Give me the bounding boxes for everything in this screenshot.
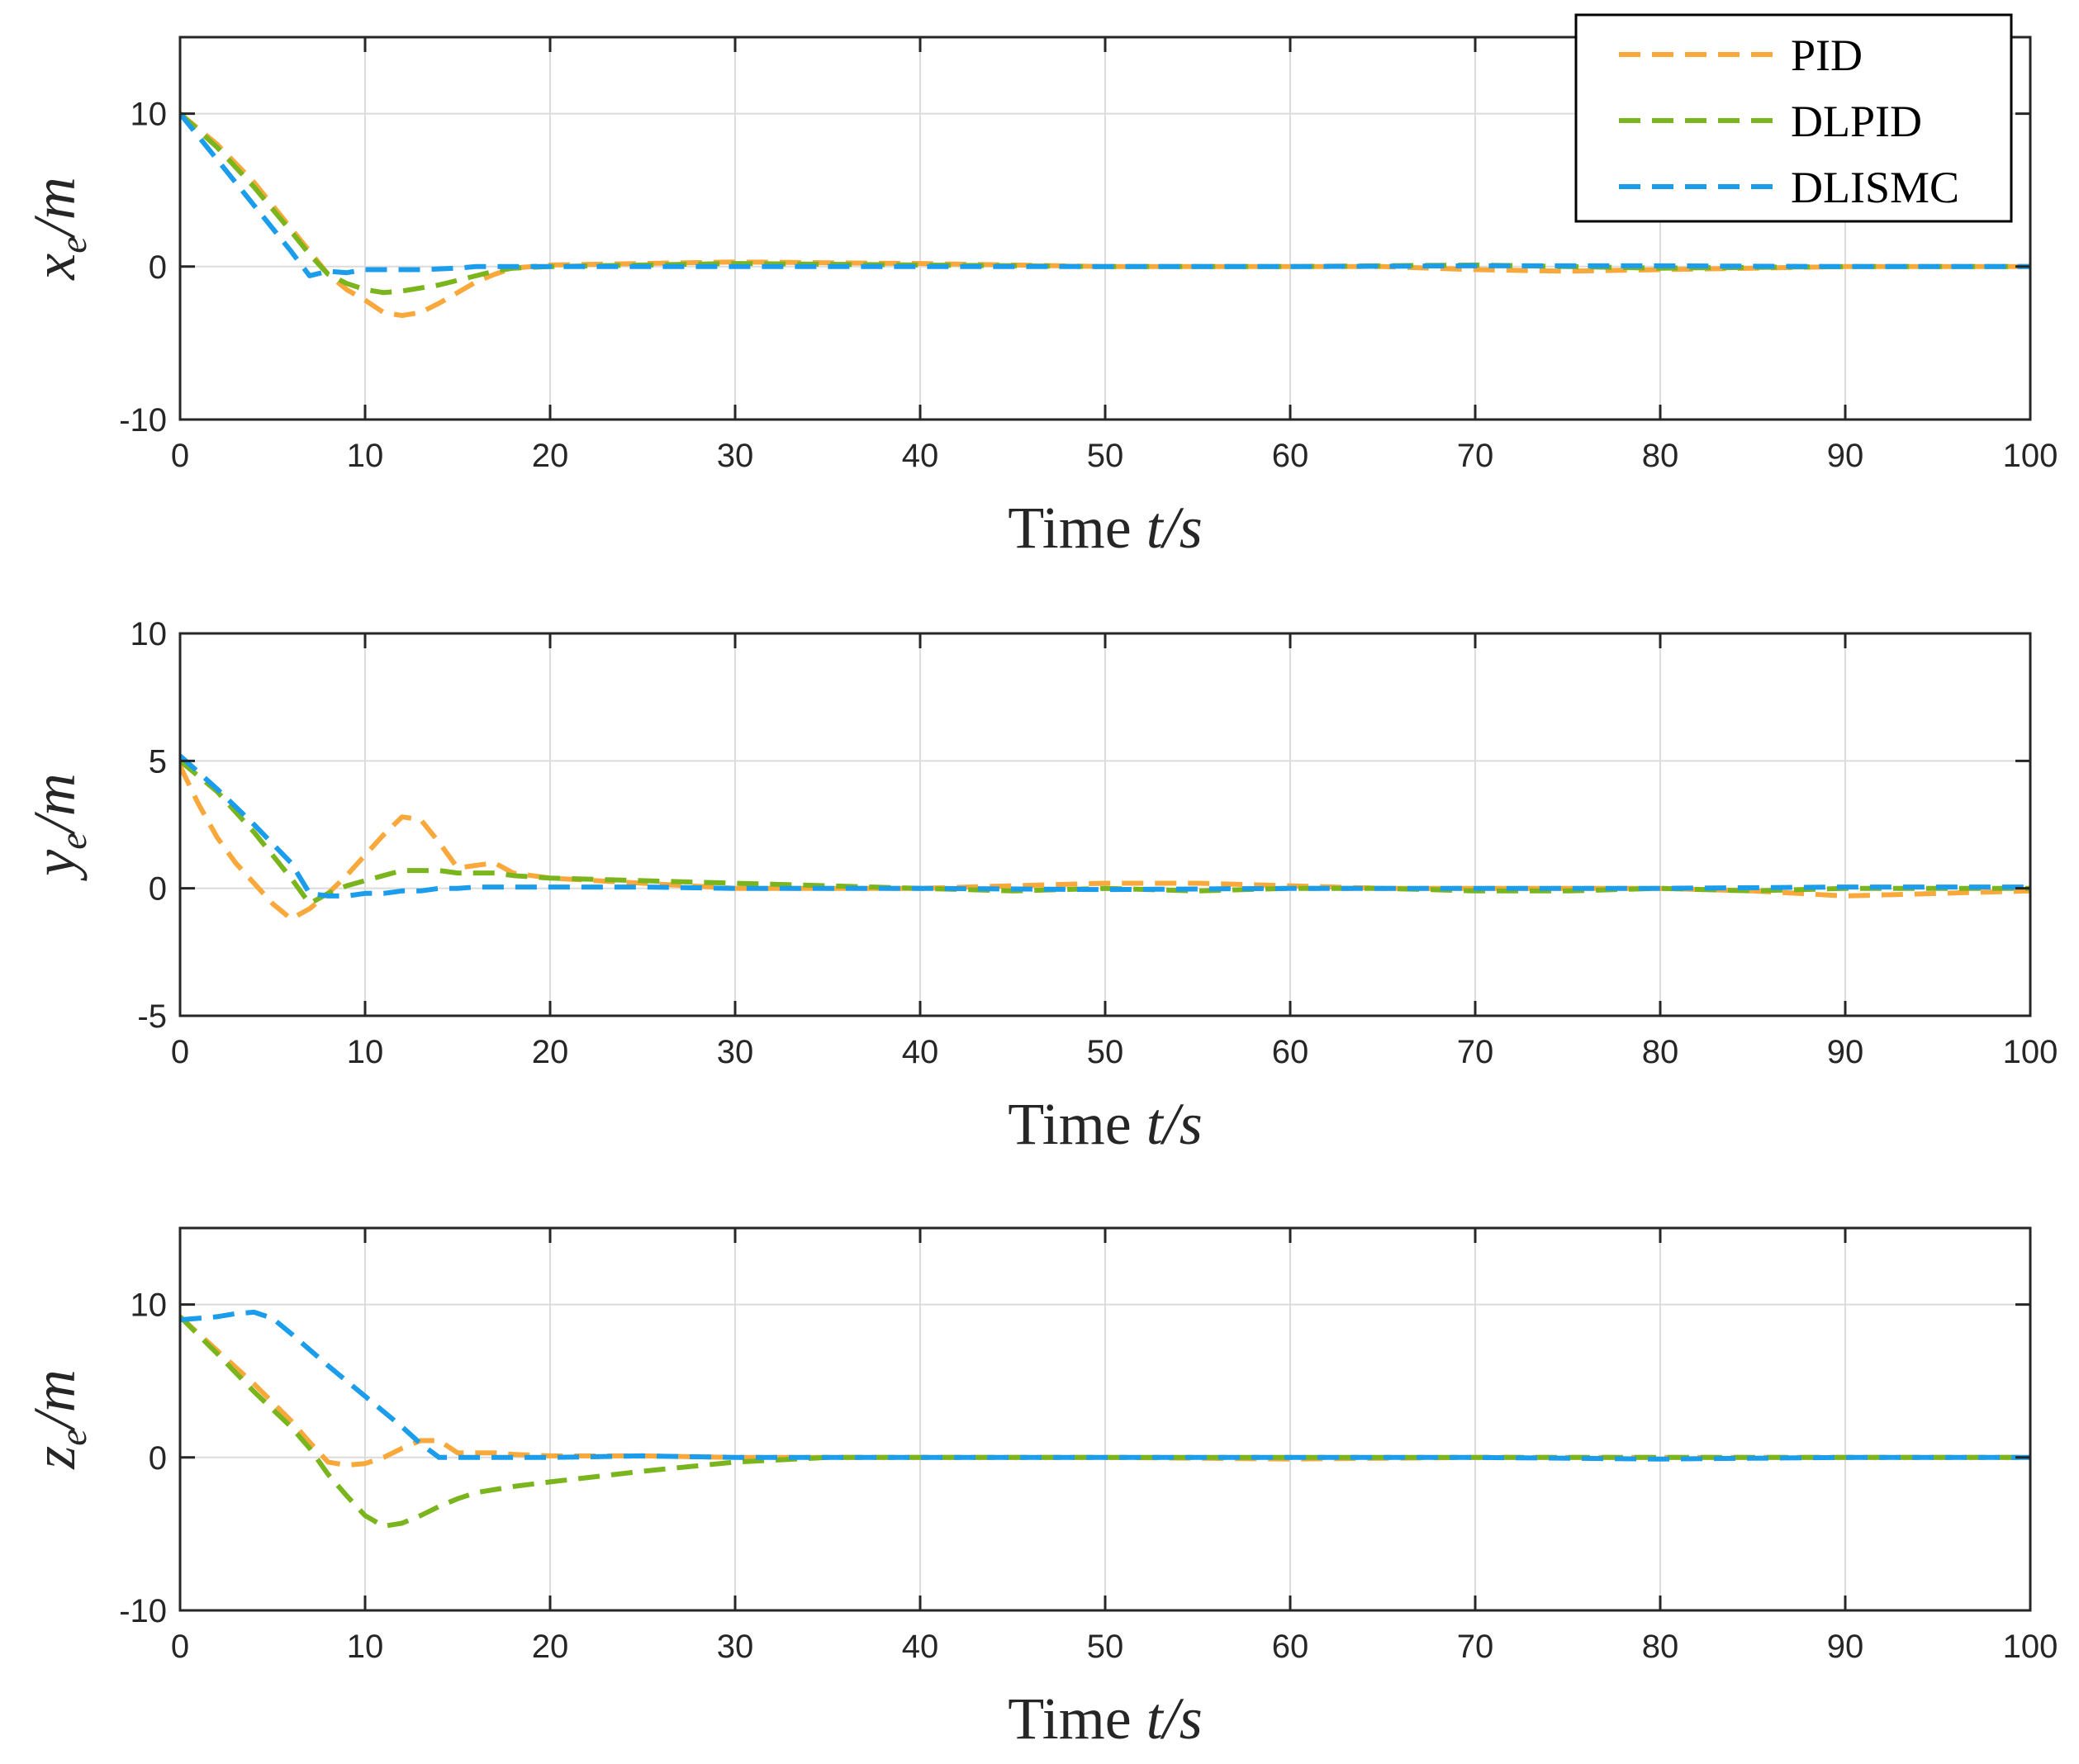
x-tick-label: 90 bbox=[1827, 1034, 1864, 1070]
x-axis-label: Time t/s bbox=[1008, 495, 1202, 561]
x-tick-labels: 0 10 20 30 40 50 60 70 80 90 100 bbox=[171, 633, 2058, 1070]
y-tick-label: 0 bbox=[149, 1440, 167, 1477]
y-axis-label-sub: e bbox=[52, 832, 94, 849]
legend-label-pid: PID bbox=[1791, 31, 1863, 80]
y-tick-label: 5 bbox=[149, 743, 167, 780]
legend: PID DLPID DLISMC bbox=[1574, 13, 2013, 223]
x-axis-label-main: Time bbox=[1008, 495, 1146, 561]
series-layer bbox=[180, 753, 2030, 922]
x-tick-label: 0 bbox=[171, 438, 189, 474]
y-tick-label: 0 bbox=[149, 871, 167, 908]
x-tick-label: 30 bbox=[717, 1034, 754, 1070]
x-tick-label: 60 bbox=[1272, 438, 1309, 474]
x-tick-label: 70 bbox=[1457, 1034, 1494, 1070]
y-tick-label: 10 bbox=[131, 97, 168, 133]
x-axis-label-var: t/s bbox=[1146, 495, 1203, 561]
x-tick-labels: 0 10 20 30 40 50 60 70 80 90 100 bbox=[171, 1228, 2058, 1665]
y-axis-label-tail: /m bbox=[21, 773, 88, 836]
x-tick-label: 70 bbox=[1457, 438, 1494, 474]
x-tick-label: 30 bbox=[717, 1629, 754, 1665]
legend-label-dlpid: DLPID bbox=[1791, 97, 1922, 146]
x-axis-label-main: Time bbox=[1008, 1091, 1146, 1157]
y-axis-label-sub: e bbox=[52, 1429, 94, 1445]
y-axis-label-main: x bbox=[21, 254, 88, 281]
x-tick-label: 90 bbox=[1827, 1629, 1864, 1665]
x-tick-label: 70 bbox=[1457, 1629, 1494, 1665]
x-tick-label: 30 bbox=[717, 438, 754, 474]
x-tick-label: 100 bbox=[2003, 1629, 2058, 1665]
y-axis-label-main: z bbox=[21, 1446, 88, 1470]
x-tick-label: 100 bbox=[2003, 1034, 2058, 1070]
y-tick-label: -10 bbox=[119, 402, 167, 439]
x-tick-label: 20 bbox=[532, 1034, 569, 1070]
x-tick-label: 10 bbox=[347, 1629, 384, 1665]
x-tick-label: 10 bbox=[347, 438, 384, 474]
y-tick-labels: -5 0 5 10 bbox=[131, 616, 2030, 1035]
y-tick-label: -5 bbox=[137, 998, 167, 1035]
series-line-dlismc bbox=[180, 753, 2030, 899]
y-axis-label: ye/m bbox=[21, 773, 94, 881]
x-axis-label-var: t/s bbox=[1146, 1686, 1203, 1752]
legend-box bbox=[1574, 13, 2013, 223]
y-tick-label: 10 bbox=[131, 1287, 168, 1324]
series-layer bbox=[180, 1309, 2030, 1529]
y-axis-label-main: y bbox=[21, 850, 88, 882]
x-tick-label: 60 bbox=[1272, 1629, 1309, 1665]
x-axis-label-var: t/s bbox=[1146, 1091, 1203, 1157]
series-line-dlismc bbox=[180, 1309, 2030, 1462]
x-tick-label: 80 bbox=[1642, 1034, 1679, 1070]
legend-label-dlismc: DLISMC bbox=[1791, 163, 1959, 212]
x-tick-label: 0 bbox=[171, 1034, 189, 1070]
y-tick-labels: -10 0 10 bbox=[119, 97, 2030, 439]
y-tick-label: 0 bbox=[149, 249, 167, 286]
x-tick-label: 80 bbox=[1642, 438, 1679, 474]
x-tick-label: 20 bbox=[532, 438, 569, 474]
x-tick-label: 20 bbox=[532, 1629, 569, 1665]
x-tick-label: 90 bbox=[1827, 438, 1864, 474]
x-axis-label: Time t/s bbox=[1008, 1686, 1202, 1752]
x-tick-label: 40 bbox=[902, 1629, 939, 1665]
x-tick-label: 50 bbox=[1087, 1034, 1124, 1070]
y-axis-label: ze/m bbox=[21, 1369, 94, 1469]
x-tick-label: 50 bbox=[1087, 1629, 1124, 1665]
y-axis-label-sub: e bbox=[52, 236, 94, 253]
series-line-dlismc bbox=[180, 111, 2030, 278]
series-line-pid bbox=[180, 1315, 2030, 1468]
x-tick-label: 60 bbox=[1272, 1034, 1309, 1070]
x-tick-label: 40 bbox=[902, 1034, 939, 1070]
x-tick-label: 0 bbox=[171, 1629, 189, 1665]
y-tick-label: -10 bbox=[119, 1593, 167, 1629]
x-tick-label: 50 bbox=[1087, 438, 1124, 474]
y-tick-label: 10 bbox=[131, 616, 168, 652]
x-tick-label: 40 bbox=[902, 438, 939, 474]
x-axis-label-main: Time bbox=[1008, 1686, 1146, 1752]
y-axis-label: xe/m bbox=[21, 177, 94, 280]
x-tick-label: 80 bbox=[1642, 1629, 1679, 1665]
x-axis-label: Time t/s bbox=[1008, 1091, 1202, 1157]
x-tick-labels: 0 10 20 30 40 50 60 70 80 90 100 bbox=[171, 37, 2058, 474]
x-tick-label: 100 bbox=[2003, 438, 2058, 474]
series-line-dlpid bbox=[180, 758, 2030, 907]
series-layer bbox=[180, 111, 2030, 319]
y-axis-label-tail: /m bbox=[21, 177, 88, 239]
y-axis-label-tail: /m bbox=[21, 1369, 88, 1432]
y-tick-labels: -10 0 10 bbox=[119, 1287, 2030, 1629]
x-tick-label: 10 bbox=[347, 1034, 384, 1070]
